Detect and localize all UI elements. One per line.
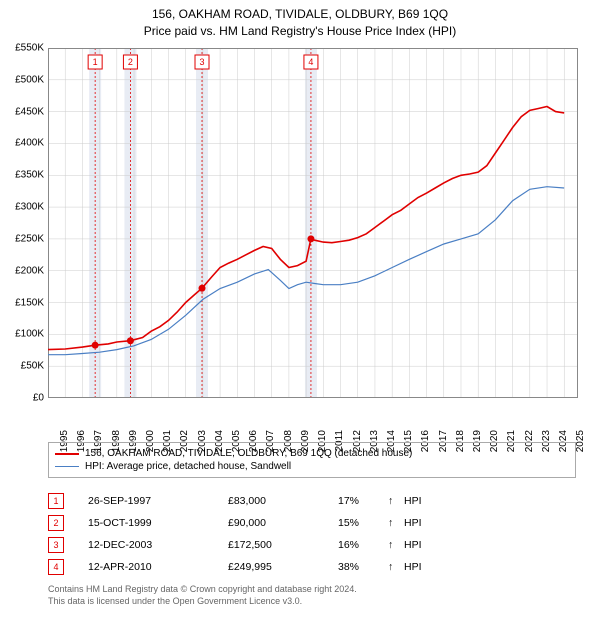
transaction-price: £172,500 bbox=[228, 539, 338, 551]
title-address: 156, OAKHAM ROAD, TIVIDALE, OLDBURY, B69… bbox=[0, 6, 600, 23]
chart-svg: 1 2 3 4 bbox=[48, 48, 578, 398]
up-arrow-icon: ↑ bbox=[388, 495, 404, 507]
footer-line1: Contains HM Land Registry data © Crown c… bbox=[48, 584, 357, 596]
title-block: 156, OAKHAM ROAD, TIVIDALE, OLDBURY, B69… bbox=[0, 0, 600, 40]
transaction-suffix: HPI bbox=[404, 517, 422, 529]
up-arrow-icon: ↑ bbox=[388, 539, 404, 551]
transaction-row: 2 15-OCT-1999£90,00015%↑HPI bbox=[48, 512, 576, 534]
svg-text:2: 2 bbox=[128, 57, 133, 67]
transaction-price: £90,000 bbox=[228, 517, 338, 529]
transaction-number: 2 bbox=[48, 515, 64, 531]
transaction-row: 1 26-SEP-1997£83,00017%↑HPI bbox=[48, 490, 576, 512]
y-tick-label: £200K bbox=[15, 265, 44, 276]
footer-line2: This data is licensed under the Open Gov… bbox=[48, 596, 357, 608]
transaction-number: 4 bbox=[48, 559, 64, 575]
transaction-suffix: HPI bbox=[404, 539, 422, 551]
y-tick-label: £450K bbox=[15, 106, 44, 117]
y-tick-label: £500K bbox=[15, 74, 44, 85]
y-tick-label: £0 bbox=[33, 393, 44, 404]
svg-text:3: 3 bbox=[200, 57, 205, 67]
transaction-pct: 17% bbox=[338, 495, 388, 507]
legend-swatch bbox=[55, 453, 79, 455]
transaction-pct: 16% bbox=[338, 539, 388, 551]
y-tick-label: £350K bbox=[15, 170, 44, 181]
chart-container: 156, OAKHAM ROAD, TIVIDALE, OLDBURY, B69… bbox=[0, 0, 600, 620]
transaction-row: 3 12-DEC-2003£172,50016%↑HPI bbox=[48, 534, 576, 556]
legend-label: 156, OAKHAM ROAD, TIVIDALE, OLDBURY, B69… bbox=[85, 448, 412, 459]
legend-swatch bbox=[55, 466, 79, 467]
chart-plot-area: 1 2 3 4 bbox=[48, 48, 578, 398]
transaction-price: £249,995 bbox=[228, 561, 338, 573]
y-tick-label: £50K bbox=[21, 361, 44, 372]
y-tick-label: £400K bbox=[15, 138, 44, 149]
transaction-date: 12-APR-2010 bbox=[88, 561, 228, 573]
svg-text:4: 4 bbox=[308, 57, 313, 67]
transactions-table: 126-SEP-1997£83,00017%↑HPI215-OCT-1999£9… bbox=[48, 490, 576, 578]
y-tick-label: £100K bbox=[15, 329, 44, 340]
title-subtitle: Price paid vs. HM Land Registry's House … bbox=[0, 23, 600, 40]
y-tick-label: £300K bbox=[15, 202, 44, 213]
svg-text:1: 1 bbox=[93, 57, 98, 67]
y-tick-label: £550K bbox=[15, 43, 44, 54]
x-tick-label: 2025 bbox=[575, 430, 586, 452]
up-arrow-icon: ↑ bbox=[388, 517, 404, 529]
transaction-number: 3 bbox=[48, 537, 64, 553]
transaction-date: 26-SEP-1997 bbox=[88, 495, 228, 507]
legend-row: 156, OAKHAM ROAD, TIVIDALE, OLDBURY, B69… bbox=[55, 447, 569, 460]
transaction-suffix: HPI bbox=[404, 495, 422, 507]
transaction-price: £83,000 bbox=[228, 495, 338, 507]
y-axis-labels: £0£50K£100K£150K£200K£250K£300K£350K£400… bbox=[0, 48, 46, 398]
footer: Contains HM Land Registry data © Crown c… bbox=[48, 584, 357, 607]
y-tick-label: £150K bbox=[15, 297, 44, 308]
legend-row: HPI: Average price, detached house, Sand… bbox=[55, 460, 569, 473]
transaction-suffix: HPI bbox=[404, 561, 422, 573]
transaction-date: 15-OCT-1999 bbox=[88, 517, 228, 529]
transaction-date: 12-DEC-2003 bbox=[88, 539, 228, 551]
transaction-number: 1 bbox=[48, 493, 64, 509]
transaction-pct: 38% bbox=[338, 561, 388, 573]
legend-box: 156, OAKHAM ROAD, TIVIDALE, OLDBURY, B69… bbox=[48, 442, 576, 478]
y-tick-label: £250K bbox=[15, 233, 44, 244]
up-arrow-icon: ↑ bbox=[388, 561, 404, 573]
transaction-row: 4 12-APR-2010£249,99538%↑HPI bbox=[48, 556, 576, 578]
transaction-pct: 15% bbox=[338, 517, 388, 529]
x-axis-labels: 1995199619971998199920002001200220032004… bbox=[48, 400, 578, 440]
legend-label: HPI: Average price, detached house, Sand… bbox=[85, 461, 291, 472]
